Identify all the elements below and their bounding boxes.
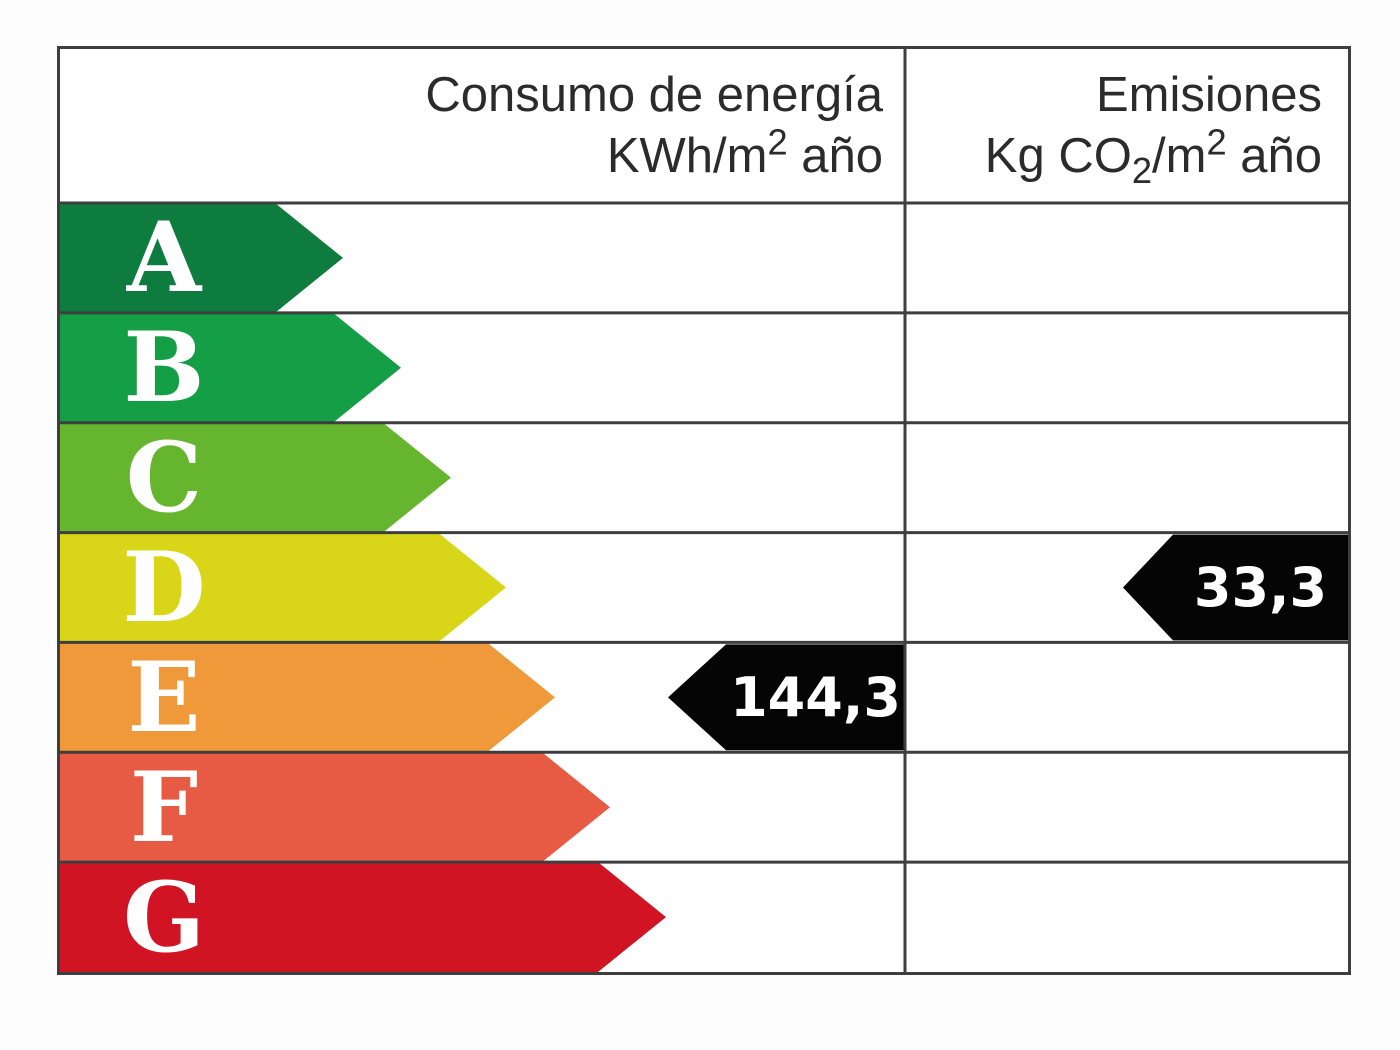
rating-bar-d — [60, 532, 506, 643]
rating-bar-g — [60, 862, 666, 972]
emissions-title: Emisiones — [1095, 68, 1322, 122]
rating-bar-e — [60, 642, 555, 753]
consumption-title: Consumo de energía — [425, 68, 883, 122]
rating-bar-b — [60, 312, 401, 423]
emissions-indicator-arrow — [1123, 534, 1348, 641]
rating-table: Consumo de energía KWh/m2 año Emisiones … — [57, 46, 1351, 975]
consumption-indicator-arrow — [668, 644, 905, 751]
rating-bar-f — [60, 752, 610, 863]
column-header-emissions: Emisiones Kg CO2/m2 año — [905, 49, 1348, 203]
rating-bar-c — [60, 422, 451, 533]
column-header-consumption: Consumo de energía KWh/m2 año — [60, 49, 905, 203]
rating-bar-a — [60, 203, 343, 313]
consumption-units: KWh/m2 año — [606, 121, 883, 183]
bars-canvas — [60, 49, 1348, 972]
emissions-units: Kg CO2/m2 año — [984, 121, 1322, 191]
